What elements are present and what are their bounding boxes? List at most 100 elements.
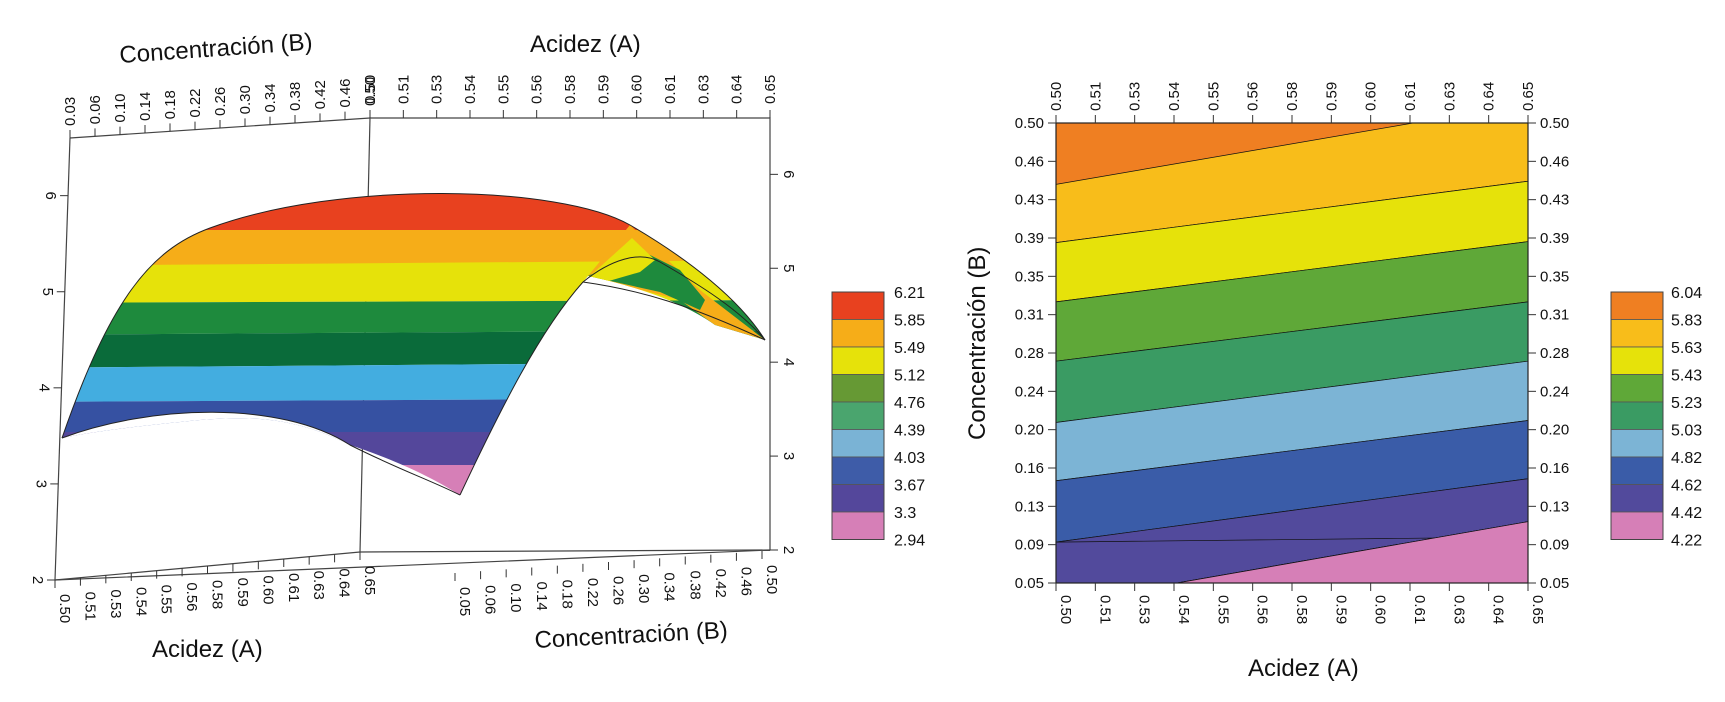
legend-label: 5.03 bbox=[1671, 423, 1702, 440]
tick-label: 0.14 bbox=[533, 582, 550, 611]
tick-label: 0.26 bbox=[212, 87, 229, 116]
surface-band bbox=[62, 330, 765, 368]
tick-label: 0.53 bbox=[1127, 82, 1144, 111]
tick-label: 0.58 bbox=[1284, 82, 1301, 111]
tick-label: 6 bbox=[42, 191, 59, 199]
contour-xlabel: Acidez (A) bbox=[1248, 655, 1359, 682]
tick-label: 0.31 bbox=[1015, 307, 1044, 324]
contour-band bbox=[1056, 301, 1528, 423]
surface-z-left-ticks: 2 3 4 5 6 bbox=[29, 191, 69, 584]
surface-z-right-ticks: 2 3 4 5 6 bbox=[770, 170, 797, 554]
tick-label: 0.55 bbox=[1214, 595, 1231, 624]
tick-label: 0.35 bbox=[1015, 268, 1044, 285]
legend-label: 2.94 bbox=[894, 533, 925, 550]
surface-top-acid-title: Acidez (A) bbox=[530, 31, 641, 58]
tick-label: 0.60 bbox=[1372, 595, 1389, 624]
legend-frame bbox=[1610, 291, 1664, 540]
tick-label: 0.50 bbox=[362, 75, 379, 104]
tick-label: 0.13 bbox=[1015, 498, 1044, 515]
tick-label: 2 bbox=[29, 576, 46, 584]
tick-label: 0.43 bbox=[1015, 192, 1044, 209]
tick-label: 0.09 bbox=[1540, 537, 1569, 554]
tick-label: 3 bbox=[32, 480, 49, 488]
contour-band bbox=[1056, 420, 1528, 543]
tick-label: 0.61 bbox=[662, 75, 679, 104]
tick-label: 0.06 bbox=[482, 585, 499, 614]
tick-label: 0.60 bbox=[259, 575, 276, 604]
legend-label: 5.23 bbox=[1671, 395, 1702, 412]
tick-label: 0.65 bbox=[762, 75, 779, 104]
tick-label: 0.46 bbox=[1015, 153, 1044, 170]
tick-label: 0.51 bbox=[1087, 82, 1104, 111]
tick-label: 0.38 bbox=[686, 571, 703, 600]
tick-label: 0.35 bbox=[1540, 268, 1569, 285]
legend-label: 4.62 bbox=[1671, 478, 1702, 495]
legend-label: 6.21 bbox=[894, 285, 925, 302]
legend-swatch bbox=[831, 511, 885, 540]
legend-swatch bbox=[831, 429, 885, 458]
surface-band bbox=[62, 432, 765, 465]
tick-label: 0.26 bbox=[610, 576, 627, 605]
surface-bottom-conc-ticks: 0.05 0.06 0.10 0.14 0.18 0.22 0.26 0.30 0.34 0.38… bbox=[454, 551, 780, 616]
tick-label: 4 bbox=[780, 358, 797, 366]
contour-band bbox=[1056, 123, 1414, 185]
legend-label: 4.22 bbox=[1671, 533, 1702, 550]
tick-label: 0.14 bbox=[137, 92, 154, 121]
tick-label: 0.61 bbox=[1411, 595, 1428, 624]
tick-label: 0.54 bbox=[1166, 82, 1183, 111]
surface-band bbox=[62, 230, 765, 266]
surface-plot: 0.03 0.06 0.10 0.14 0.18 0.22 0.26 0.30 0.34 0.38… bbox=[29, 29, 925, 663]
legend-label: 5.49 bbox=[894, 340, 925, 357]
surface-outline bbox=[61, 411, 461, 496]
tick-label: 0.59 bbox=[1323, 82, 1340, 111]
legend-label: 4.76 bbox=[894, 395, 925, 412]
tick-label: 3 bbox=[780, 452, 797, 460]
legend-frame bbox=[831, 291, 885, 540]
tick-label: 0.50 bbox=[763, 565, 780, 594]
surface-top-conc-title: Concentración (B) bbox=[119, 29, 314, 69]
surface-outline bbox=[582, 281, 766, 341]
legend-label: 5.43 bbox=[1671, 368, 1702, 385]
tick-label: 0.51 bbox=[1096, 595, 1113, 624]
tick-label: 0.16 bbox=[1015, 460, 1044, 477]
tick-label: 0.54 bbox=[1175, 595, 1192, 624]
contour-ylabel: Concentración (B) bbox=[964, 247, 991, 440]
tick-label: 0.53 bbox=[429, 75, 446, 104]
contour-plot: 0.50 0.51 0.53 0.54 0.55 0.56 0.58 0.59 0.60 0.61… bbox=[964, 82, 1702, 682]
legend-swatch bbox=[831, 401, 885, 430]
tick-label: 0.63 bbox=[1441, 82, 1458, 111]
tick-label: 0.50 bbox=[1540, 115, 1569, 132]
tick-label: 0.16 bbox=[1540, 460, 1569, 477]
legend-swatch bbox=[1610, 511, 1664, 540]
tick-label: 0.58 bbox=[209, 580, 226, 609]
tick-label: 0.51 bbox=[395, 75, 412, 104]
tick-label: 0.50 bbox=[362, 77, 379, 106]
tick-label: 0.60 bbox=[1363, 82, 1380, 111]
contour-band bbox=[1056, 360, 1528, 482]
legend-label: 4.39 bbox=[894, 423, 925, 440]
tick-label: 0.46 bbox=[337, 78, 354, 107]
tick-label: 0.51 bbox=[81, 592, 98, 621]
legend-swatch bbox=[1610, 484, 1664, 513]
tick-label: 0.22 bbox=[187, 88, 204, 117]
tick-label: 0.54 bbox=[132, 587, 149, 616]
legend-swatch bbox=[1610, 429, 1664, 458]
tick-label: 0.39 bbox=[1015, 230, 1044, 247]
surface-top-acid-ticks: 0.51 0.53 0.54 0.55 0.56 0.58 0.59 0.60 0.61 0.63… bbox=[362, 75, 779, 118]
contour-left-y-ticks: 0.50 0.46 0.43 0.39 0.35 0.31 0.28 0.24 0.20 0.16… bbox=[1015, 115, 1056, 592]
tick-label: 0.56 bbox=[1245, 82, 1262, 111]
tick-label: 0.54 bbox=[462, 75, 479, 104]
tick-label: 0.24 bbox=[1015, 383, 1044, 400]
tick-label: 0.55 bbox=[495, 75, 512, 104]
contour-top-x-ticks: 0.50 0.51 0.53 0.54 0.55 0.56 0.58 0.59 0.60 0.61… bbox=[1048, 82, 1537, 123]
legend-swatch bbox=[1610, 456, 1664, 485]
legend-label: 5.85 bbox=[894, 313, 925, 330]
tick-label: 0.65 bbox=[361, 566, 378, 595]
tick-label: 0.05 bbox=[1015, 575, 1044, 592]
tick-label: 0.59 bbox=[595, 75, 612, 104]
tick-label: 0.34 bbox=[661, 572, 678, 601]
surface-outline bbox=[61, 193, 766, 439]
tick-label: 0.64 bbox=[1481, 82, 1498, 111]
tick-label: 0.10 bbox=[507, 583, 524, 612]
tick-label: 0.30 bbox=[237, 85, 254, 114]
